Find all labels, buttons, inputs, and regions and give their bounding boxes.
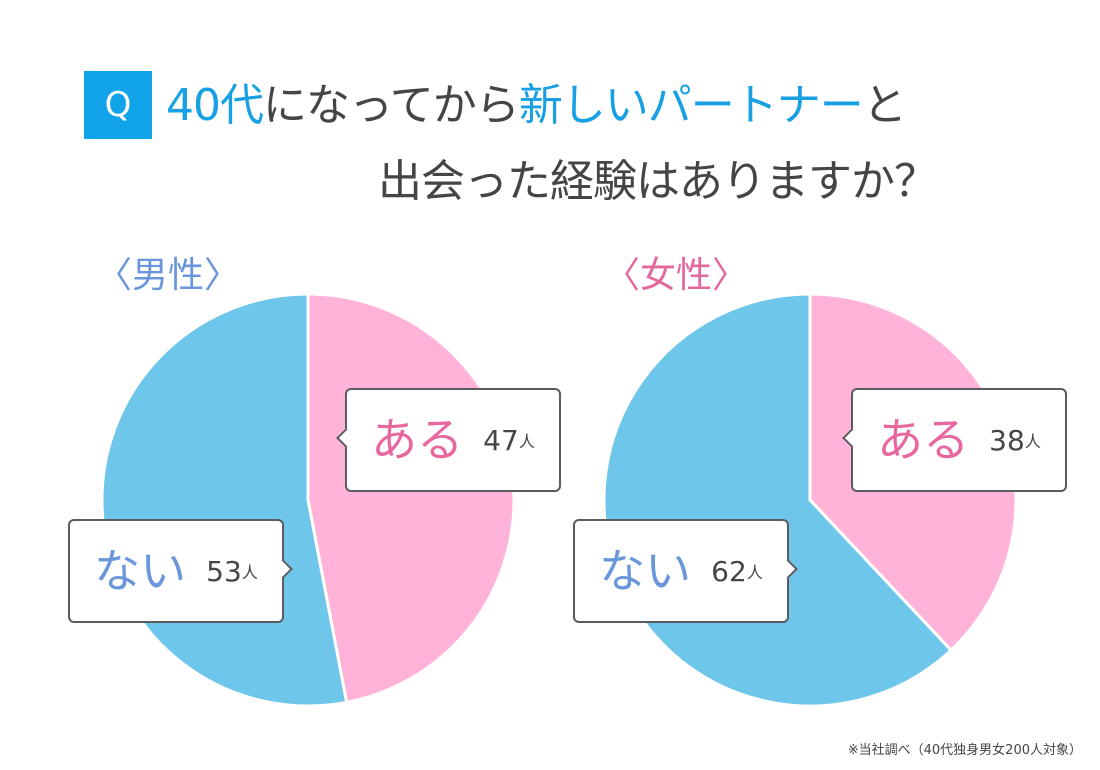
question-title-line2: 出会った経験はありますか？ [378, 156, 938, 207]
pie-slice-yes [306, 292, 516, 705]
title-part-partner: 新しいパートナー [518, 80, 864, 131]
male-yes-unit: 人 [518, 432, 535, 451]
female-yes-unit: 人 [1024, 432, 1041, 451]
male-no-count: 53 [206, 554, 242, 588]
male-no-callout: ない 53 人 [68, 519, 293, 623]
female-yes-count: 38 [989, 423, 1025, 457]
male-yes-label: ある [371, 413, 464, 467]
survey-footnote: ※当社調べ（40代独身男女200人対象） [847, 743, 1082, 758]
female-yes-label: ある [877, 413, 970, 467]
female-yes-callout: ある 38 人 [842, 388, 1067, 492]
male-pie-chart [100, 292, 516, 708]
male-yes-count: 47 [483, 423, 519, 457]
male-chart-label: 〈男性〉 [96, 255, 241, 296]
question-title-line1: 40代になってから新しいパートナーと [166, 76, 907, 136]
title-part-to: と [862, 80, 907, 131]
male-no-label: ない [94, 544, 187, 598]
female-no-unit: 人 [746, 563, 763, 582]
female-no-label: ない [599, 544, 692, 598]
male-no-unit: 人 [241, 563, 258, 582]
female-no-callout: ない 62 人 [573, 519, 798, 623]
question-badge: Q [84, 71, 152, 139]
female-pie-chart [602, 292, 1018, 708]
title-part-since: になってから [263, 80, 520, 131]
male-yes-callout: ある 47 人 [336, 388, 561, 492]
female-no-count: 62 [711, 554, 747, 588]
female-chart-label: 〈女性〉 [604, 255, 749, 296]
title-part-age: 40代 [166, 80, 264, 131]
